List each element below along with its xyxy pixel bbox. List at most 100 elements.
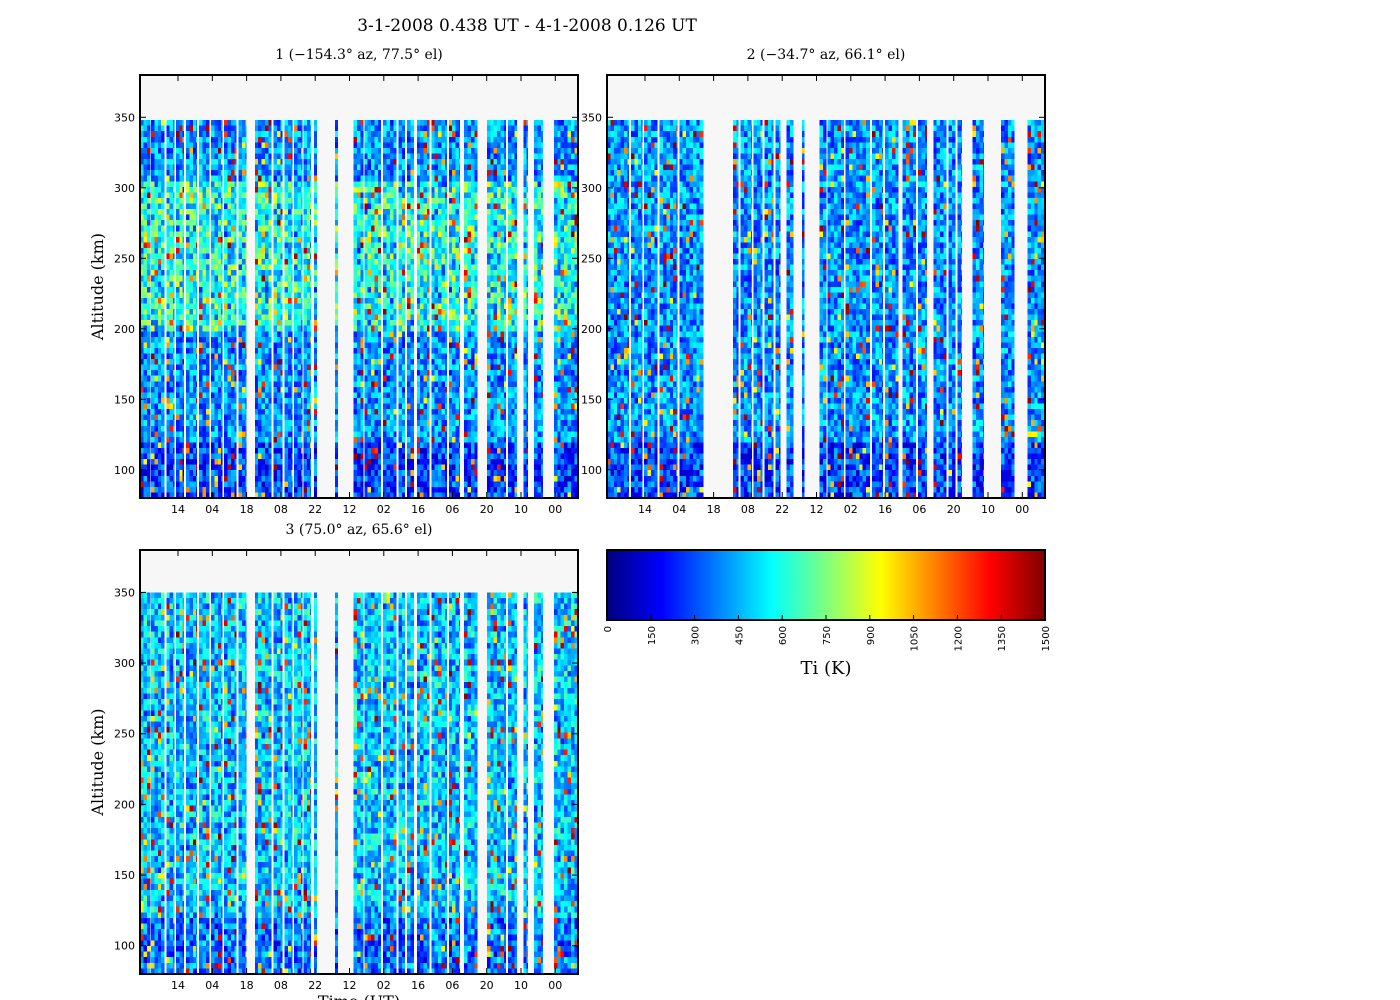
heatmap-cell [214, 409, 218, 415]
heatmap-cell [179, 398, 183, 404]
heatmap-cell [424, 470, 428, 476]
heatmap-cell [364, 176, 368, 182]
heatmap-cell [228, 181, 232, 187]
heatmap-cell [158, 348, 162, 354]
heatmap-cell [427, 337, 429, 343]
heatmap-cell [211, 209, 215, 215]
heatmap-cell [427, 348, 429, 354]
heatmap-cell [386, 459, 390, 465]
heatmap-cell [161, 392, 164, 398]
heatmap-cell [234, 215, 236, 221]
heatmap-cell [193, 281, 197, 287]
heatmap-cell [357, 354, 361, 360]
heatmap-cell [154, 148, 158, 154]
heatmap-cell [265, 415, 269, 421]
heatmap-cell [335, 231, 338, 237]
heatmap-cell [147, 231, 151, 237]
heatmap-cell [154, 404, 158, 410]
heatmap-cell [435, 131, 439, 137]
heatmap-cell [371, 309, 375, 315]
heatmap-cell [285, 137, 289, 143]
heatmap-cell [258, 459, 262, 465]
heatmap-cell [386, 404, 390, 410]
heatmap-cell [386, 342, 390, 348]
heatmap-cell [199, 431, 203, 437]
heatmap-cell [255, 192, 259, 198]
heatmap-cell [424, 198, 428, 204]
heatmap-cell [411, 309, 414, 315]
heatmap-cell [407, 448, 411, 454]
heatmap-cell [285, 426, 289, 432]
heatmap-cell [310, 487, 311, 493]
heatmap-cell [218, 404, 222, 410]
heatmap-cell [357, 209, 361, 215]
heatmap-cell [435, 337, 439, 343]
heatmap-cell [161, 126, 164, 132]
heatmap-cell [368, 248, 372, 254]
heatmap-cell [242, 442, 246, 448]
heatmap-cell [234, 142, 236, 148]
heatmap-cell [170, 276, 174, 282]
heatmap-cell [301, 409, 302, 415]
heatmap-cell [193, 387, 197, 393]
heatmap-cell [411, 187, 414, 193]
heatmap-cell [143, 298, 147, 304]
heatmap-cell [211, 120, 215, 126]
heatmap-cell [420, 198, 424, 204]
heatmap-cell [203, 431, 207, 437]
heatmap-cell [383, 409, 387, 415]
heatmap-cell [431, 470, 435, 476]
heatmap-cell [288, 187, 292, 193]
heatmap-cell [438, 320, 442, 326]
heatmap-cell [314, 120, 317, 126]
heatmap-cell [206, 370, 210, 376]
heatmap-cell [368, 131, 372, 137]
heatmap-cell [431, 320, 435, 326]
heatmap-cell [231, 237, 235, 243]
heatmap-cell [303, 131, 307, 137]
heatmap-cell [211, 387, 215, 393]
heatmap-cell [407, 359, 411, 365]
heatmap-cell [378, 342, 381, 348]
heatmap-cell [431, 192, 435, 198]
heatmap-cell [393, 459, 396, 465]
heatmap-cell [242, 176, 246, 182]
heatmap-cell [386, 242, 390, 248]
heatmap-cell [291, 448, 292, 454]
heatmap-cell [390, 215, 394, 221]
heatmap-cell [151, 242, 155, 248]
heatmap-cell [214, 198, 218, 204]
heatmap-cell [161, 137, 164, 143]
heatmap-cell [234, 270, 236, 276]
heatmap-cell [154, 326, 158, 332]
heatmap-cell [314, 481, 317, 487]
heatmap-cell [186, 242, 190, 248]
heatmap-cell [431, 354, 435, 360]
heatmap-cell [383, 226, 387, 232]
heatmap-cell [255, 426, 259, 432]
heatmap-cell [441, 220, 445, 226]
heatmap-cell [211, 137, 215, 143]
heatmap-cell [402, 159, 405, 165]
heatmap-cell [189, 137, 193, 143]
heatmap-cell [214, 248, 218, 254]
heatmap-cell [158, 354, 162, 360]
heatmap-cell [307, 342, 311, 348]
heatmap-cell [179, 426, 183, 432]
heatmap-cell [143, 220, 147, 226]
heatmap-cell [420, 442, 424, 448]
heatmap-cell [173, 376, 174, 382]
heatmap-cell [277, 126, 281, 132]
heatmap-cell [221, 192, 222, 198]
heatmap-cell [310, 209, 311, 215]
heatmap-cell [274, 148, 278, 154]
heatmap-cell [398, 398, 402, 404]
heatmap-cell [354, 220, 358, 226]
heatmap-cell [173, 442, 174, 448]
heatmap-cell [147, 481, 151, 487]
heatmap-cell [420, 203, 424, 209]
heatmap-cell [265, 165, 269, 171]
heatmap-cell [280, 165, 282, 171]
heatmap-cell [402, 187, 405, 193]
heatmap-cell [291, 137, 292, 143]
